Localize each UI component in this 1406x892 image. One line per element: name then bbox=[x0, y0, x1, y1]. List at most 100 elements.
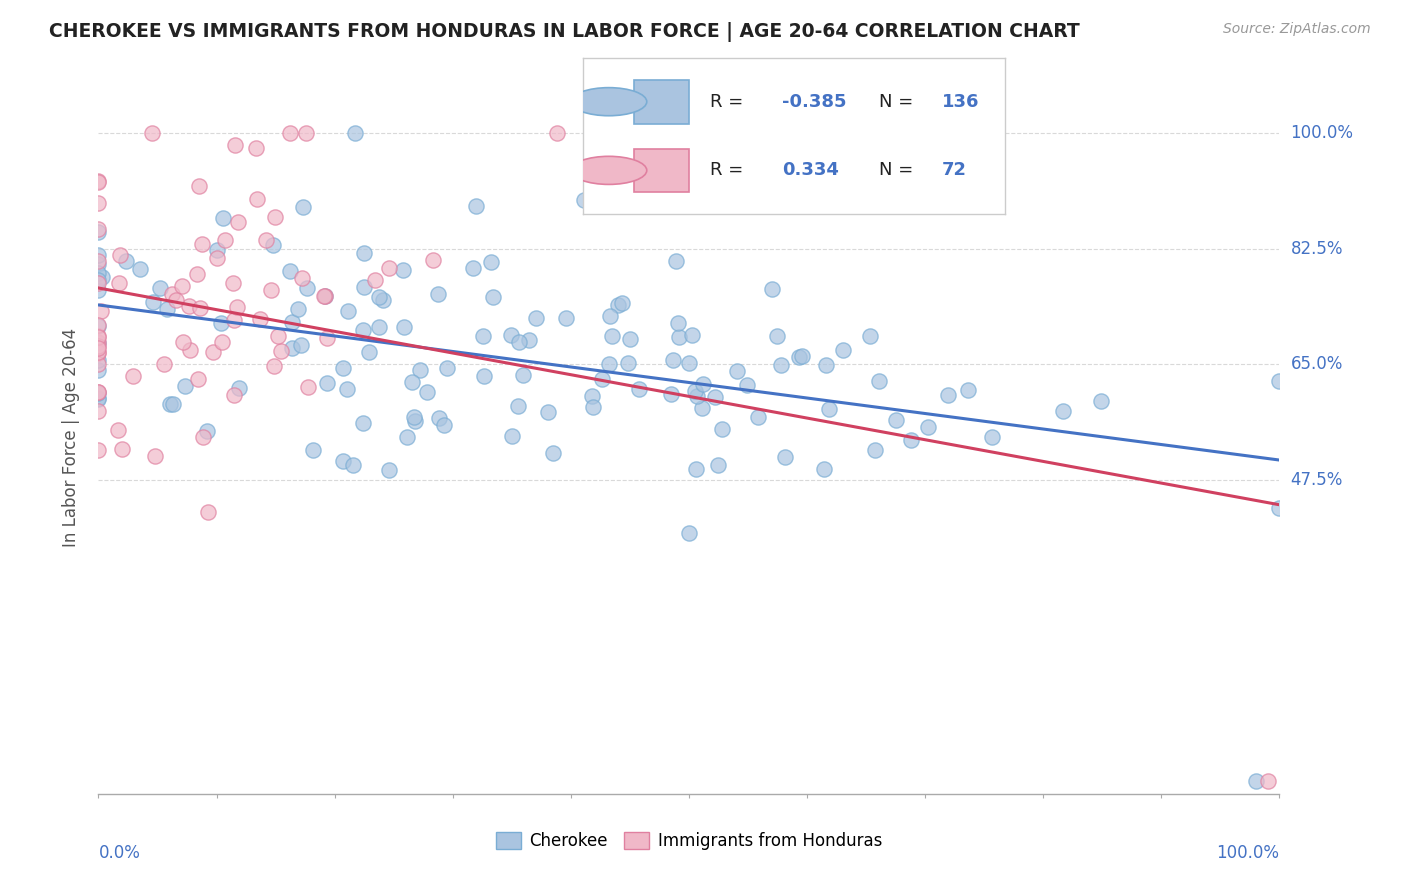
Point bbox=[359, 344, 381, 359]
Point bbox=[936, 388, 959, 402]
Point bbox=[142, 295, 165, 310]
Point bbox=[245, 141, 267, 155]
Point bbox=[179, 343, 201, 357]
Point bbox=[87, 174, 110, 188]
Text: R =: R = bbox=[710, 93, 749, 111]
Point bbox=[195, 424, 218, 438]
Point bbox=[295, 126, 318, 140]
Point bbox=[373, 293, 395, 308]
Text: 82.5%: 82.5% bbox=[1291, 240, 1343, 258]
Point bbox=[153, 357, 176, 371]
Point bbox=[211, 334, 233, 349]
Point bbox=[90, 304, 112, 318]
Point bbox=[685, 389, 707, 403]
Text: 0.0%: 0.0% bbox=[98, 844, 141, 862]
Point bbox=[107, 423, 129, 437]
Point bbox=[270, 343, 292, 358]
Point bbox=[787, 350, 810, 364]
Point bbox=[711, 421, 734, 435]
Point bbox=[186, 372, 208, 386]
Text: Source: ZipAtlas.com: Source: ZipAtlas.com bbox=[1223, 22, 1371, 37]
Point bbox=[174, 379, 197, 393]
Point bbox=[524, 311, 547, 326]
Point bbox=[378, 260, 401, 275]
Point bbox=[314, 289, 336, 303]
Point bbox=[591, 372, 613, 386]
Point bbox=[141, 126, 163, 140]
Point bbox=[790, 350, 813, 364]
Point bbox=[378, 463, 401, 477]
Point bbox=[474, 368, 496, 383]
Point bbox=[228, 215, 250, 229]
Point bbox=[692, 377, 714, 392]
Point bbox=[191, 237, 214, 252]
Point bbox=[610, 296, 633, 310]
Point bbox=[302, 442, 325, 457]
Point bbox=[814, 358, 837, 372]
Point bbox=[87, 346, 110, 360]
Point bbox=[149, 281, 172, 295]
Point bbox=[187, 178, 209, 193]
Point bbox=[506, 400, 529, 414]
Text: 47.5%: 47.5% bbox=[1291, 471, 1343, 489]
Point bbox=[884, 413, 907, 427]
Point bbox=[315, 330, 337, 344]
Point bbox=[865, 442, 887, 457]
Point bbox=[87, 385, 110, 400]
Point bbox=[402, 409, 425, 424]
Point bbox=[246, 192, 269, 206]
Point bbox=[859, 329, 882, 343]
Text: R =: R = bbox=[710, 161, 749, 179]
Point bbox=[479, 255, 502, 269]
Point bbox=[262, 238, 284, 252]
Point bbox=[367, 290, 389, 304]
Point bbox=[295, 281, 318, 295]
Point bbox=[868, 374, 890, 388]
Text: 100.0%: 100.0% bbox=[1291, 124, 1354, 142]
Point bbox=[1052, 404, 1074, 418]
Point bbox=[765, 328, 787, 343]
Point bbox=[159, 396, 181, 410]
Point bbox=[191, 430, 214, 444]
Point bbox=[263, 210, 285, 224]
Point bbox=[87, 443, 110, 458]
Point bbox=[205, 251, 228, 265]
Point bbox=[678, 355, 700, 369]
Point bbox=[956, 383, 979, 397]
Point bbox=[747, 409, 769, 424]
Point bbox=[401, 375, 423, 389]
Point bbox=[353, 280, 375, 294]
Point bbox=[508, 334, 530, 349]
Point bbox=[87, 318, 110, 332]
Point bbox=[108, 248, 131, 262]
Text: -0.385: -0.385 bbox=[782, 93, 846, 111]
Point bbox=[832, 343, 855, 357]
Point bbox=[662, 353, 685, 368]
Point bbox=[87, 248, 110, 262]
Point bbox=[87, 363, 110, 377]
Point bbox=[463, 260, 485, 275]
Point bbox=[391, 263, 413, 277]
Point bbox=[1268, 501, 1291, 516]
Point bbox=[297, 380, 319, 394]
Point bbox=[666, 316, 689, 330]
Point bbox=[111, 442, 134, 457]
Point bbox=[813, 461, 835, 475]
Point bbox=[352, 416, 374, 430]
Text: 0.334: 0.334 bbox=[782, 161, 838, 179]
Point bbox=[761, 282, 783, 296]
Point bbox=[342, 458, 364, 472]
Point bbox=[598, 357, 620, 371]
Text: N =: N = bbox=[879, 93, 918, 111]
Point bbox=[353, 245, 375, 260]
Point bbox=[627, 382, 650, 396]
Point bbox=[162, 397, 184, 411]
Point bbox=[87, 334, 110, 349]
Point bbox=[87, 283, 110, 297]
Point bbox=[87, 391, 110, 405]
Point bbox=[706, 458, 728, 472]
Bar bbox=[634, 79, 689, 123]
Point bbox=[581, 388, 603, 402]
Point bbox=[1244, 773, 1267, 788]
Point bbox=[292, 200, 315, 214]
